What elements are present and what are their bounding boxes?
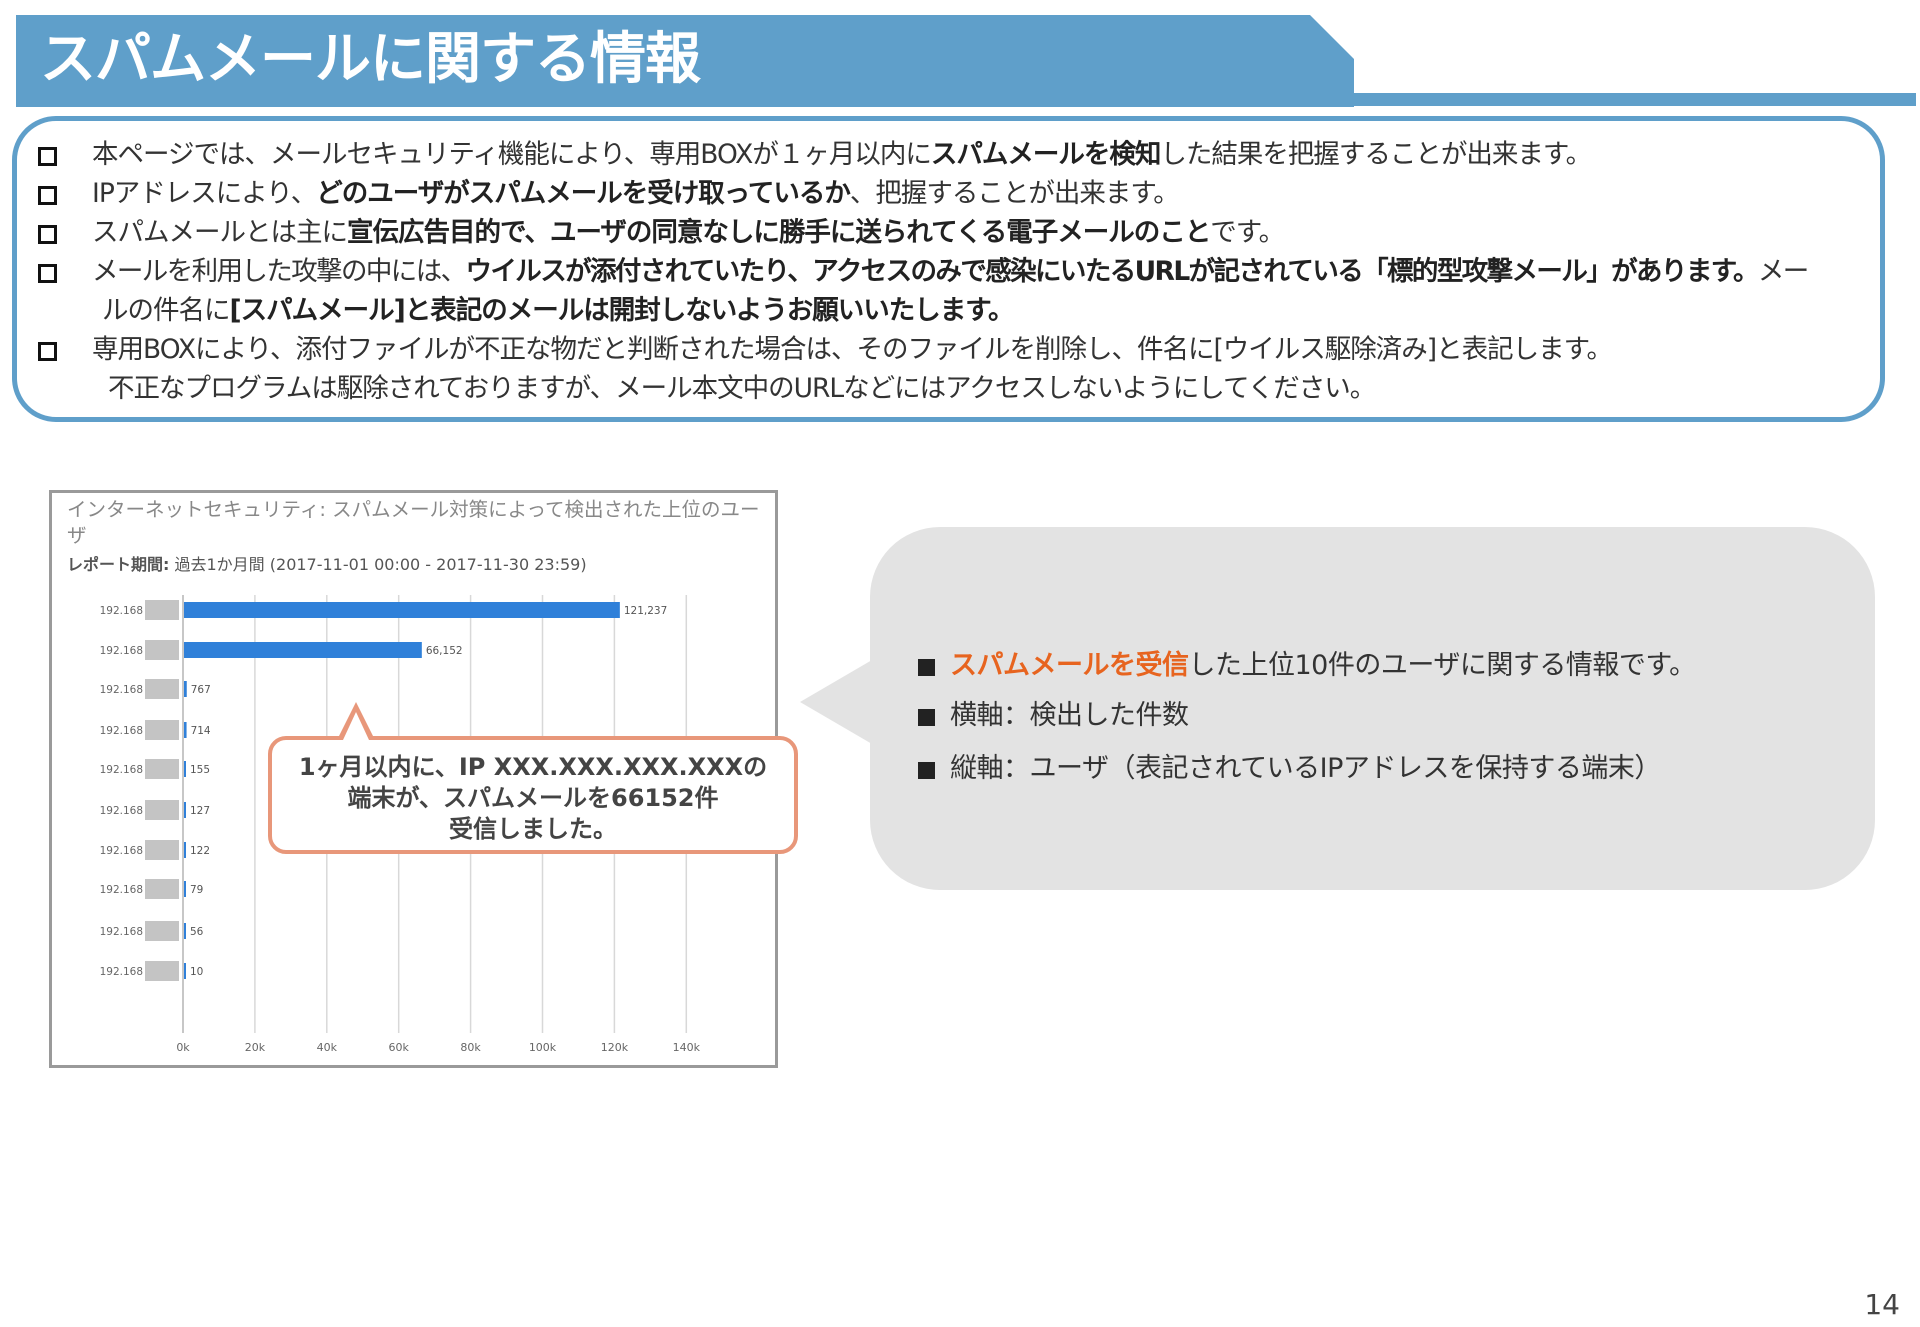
masked-ip-block <box>145 921 179 941</box>
page-number: 14 <box>1864 1288 1900 1321</box>
y-tick-label: 192.168 <box>100 845 143 857</box>
checkbox-square-icon <box>38 264 57 283</box>
x-tick-label: 120k <box>601 1041 629 1054</box>
bar <box>184 881 186 897</box>
bar <box>184 842 186 858</box>
bar-value-label: 121,237 <box>624 605 667 617</box>
bar-value-label: 127 <box>190 805 210 817</box>
info-text: です。 <box>1210 217 1285 248</box>
bar-value-label: 155 <box>190 764 210 776</box>
bar-chart: 0k 20k 40k 60k 80k 100k 120k 140k 121,237 192.168… <box>100 595 701 1054</box>
callout-box: 1ヶ月以内に、IP XXX.XXX.XXX.XXXの 端末が、スパムメールを66… <box>268 736 798 854</box>
x-tick-label: 100k <box>529 1041 557 1054</box>
masked-ip-block <box>145 961 179 981</box>
bar <box>184 722 187 738</box>
callout-text: 1ヶ月以内に、IP XXX.XXX.XXX.XXXの 端末が、スパムメールを66… <box>272 752 794 845</box>
x-tick-label: 0k <box>176 1041 190 1054</box>
x-tick-label: 140k <box>673 1041 701 1054</box>
square-bullet-icon <box>918 659 935 676</box>
masked-ip-block <box>145 840 179 860</box>
masked-ip-block <box>145 720 179 740</box>
bar <box>184 602 620 618</box>
info-text: した結果を把握することが出来ます。 <box>1160 139 1592 170</box>
y-tick-label: 192.168 <box>100 926 143 938</box>
bubble-pointer <box>800 660 872 744</box>
info-text: メールを利用した攻撃の中には、 <box>92 256 467 287</box>
info-text: 専用BOXにより、添付ファイルが不正な物だと判断された場合は、そのファイルを削除… <box>92 334 1613 365</box>
bar <box>184 681 187 697</box>
info-text: スパムメールとは主に <box>92 217 348 248</box>
y-tick-label: 192.168 <box>100 884 143 896</box>
y-tick-label: 192.168 <box>100 966 143 978</box>
square-bullet-icon <box>918 709 935 726</box>
bar-value-label: 767 <box>191 684 211 696</box>
info-text: ルの件名に <box>102 295 230 326</box>
info-text: メー <box>1757 256 1809 287</box>
bar-value-label: 56 <box>190 926 204 938</box>
x-tick-label: 20k <box>245 1041 266 1054</box>
x-tick-label: 60k <box>389 1041 410 1054</box>
callout-pointer-inner <box>343 712 369 740</box>
masked-ip-block <box>145 800 179 820</box>
bullet-text: 縦軸：ユーザ（表記されているIPアドレスを保持する端末） <box>950 753 1661 784</box>
report-period-label: レポート期間: <box>67 555 170 574</box>
explanation-bubble <box>870 527 1875 890</box>
bar <box>184 761 186 777</box>
callout-line-1: 1ヶ月以内に、IP XXX.XXX.XXX.XXXの <box>298 753 768 781</box>
bullet-text: した上位10件のユーザに関する情報です。 <box>1188 650 1697 681</box>
bar-value-label: 714 <box>191 725 211 737</box>
y-tick-label: 192.168 <box>100 605 143 617</box>
masked-ip-block <box>145 879 179 899</box>
checkbox-square-icon <box>38 186 57 205</box>
y-tick-label: 192.168 <box>100 805 143 817</box>
chart-title: インターネットセキュリティ: スパムメール対策によって検出された上位のユーザ <box>67 498 760 547</box>
callout-line-2: 端末が、スパムメールを66152件 <box>347 784 719 812</box>
info-item-5-continuation: 不正なプログラムは駆除されておりますが、メール本文中のURLなどにはアクセスしな… <box>108 373 1376 404</box>
y-tick-label: 192.168 <box>100 684 143 696</box>
bar <box>184 963 186 979</box>
bar-value-label: 122 <box>190 845 210 857</box>
bullet-text: 横軸：検出した件数 <box>950 700 1189 731</box>
masked-ip-block <box>145 640 179 660</box>
info-text: 、把握することが出来ます。 <box>849 178 1180 209</box>
info-box <box>12 116 1885 422</box>
info-bold-text: [スパムメール]と表記のメールは開封しないようお願いいたします。 <box>229 295 1015 326</box>
bar <box>184 802 186 818</box>
page-title: スパムメールに関する情報 <box>40 27 701 92</box>
info-item-4-continuation: ルの件名に[スパムメール]と表記のメールは開封しないようお願いいたします。 <box>102 291 1015 331</box>
x-tick-label: 40k <box>317 1041 338 1054</box>
checkbox-square-icon <box>38 342 57 361</box>
header-banner <box>16 15 1354 107</box>
masked-ip-block <box>145 759 179 779</box>
bar-value-label: 79 <box>190 884 203 896</box>
bar <box>184 642 422 658</box>
x-tick-label: 80k <box>460 1041 481 1054</box>
y-tick-label: 192.168 <box>100 645 143 657</box>
bar-value-label: 10 <box>190 966 203 978</box>
report-period: レポート期間: 過去1か月間 (2017-11-01 00:00 - 2017-… <box>67 551 587 575</box>
info-bold-text: どのユーザがスパムメールを受け取っているか <box>316 178 851 209</box>
info-text: IPアドレスにより、 <box>92 178 317 209</box>
info-bold-text: ウイルスが添付されていたり、アクセスのみで感染にいたるURLが記されている「標的… <box>465 256 1760 287</box>
accent-text: スパムメールを受信 <box>950 650 1189 681</box>
bar <box>184 923 186 939</box>
info-text: 本ページでは、メールセキュリティ機能により、専用BOXが１ヶ月以内に <box>92 139 932 170</box>
masked-ip-block <box>145 679 179 699</box>
square-bullet-icon <box>918 762 935 779</box>
report-period-value: 過去1か月間 (2017-11-01 00:00 - 2017-11-30 23… <box>174 555 587 574</box>
info-bold-text: 宣伝広告目的で、ユーザの同意なしに勝手に送られてくる電子メールのこと <box>347 217 1211 248</box>
info-bold-text: スパムメールを検知 <box>930 139 1161 170</box>
y-tick-label: 192.168 <box>100 764 143 776</box>
y-tick-label: 192.168 <box>100 725 143 737</box>
checkbox-square-icon <box>38 225 57 244</box>
masked-ip-block <box>145 600 179 620</box>
bar-value-label: 66,152 <box>426 645 463 657</box>
callout-line-3: 受信しました。 <box>449 815 617 843</box>
header-underline <box>16 93 1916 106</box>
checkbox-square-icon <box>38 147 57 166</box>
